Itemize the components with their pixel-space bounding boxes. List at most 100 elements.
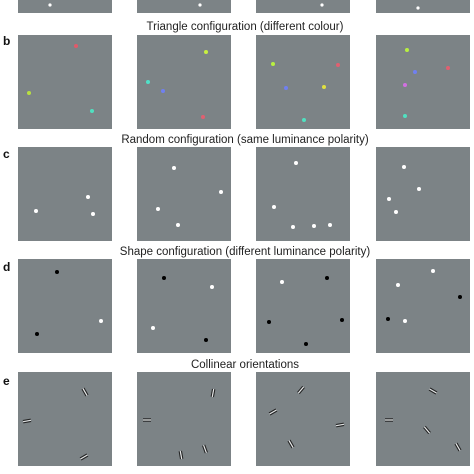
dot [210, 285, 214, 289]
gabor-stripe [455, 443, 461, 451]
gabor-stripe [429, 388, 437, 394]
stimulus-panel [137, 35, 231, 129]
gabor-stripe [428, 389, 437, 395]
gabor-patch [22, 418, 32, 424]
dot [204, 338, 208, 342]
gabor-stripe [204, 444, 208, 453]
gabor-stripe [335, 423, 345, 427]
dot [204, 50, 208, 54]
gabor-stripe [81, 388, 87, 397]
stimulus-panel [137, 372, 231, 466]
section-title: Random configuration (same luminance pol… [121, 134, 369, 146]
panel-letter: d [3, 260, 10, 274]
dot [48, 3, 52, 7]
dot [161, 89, 165, 93]
dot [402, 165, 406, 169]
gabor-stripe [268, 408, 277, 414]
gabor-stripe [289, 439, 295, 448]
dot [291, 225, 295, 229]
dot [156, 207, 160, 211]
gabor-stripe [203, 445, 207, 453]
dot [151, 326, 155, 330]
gabor-patch [335, 422, 345, 428]
dot [405, 48, 409, 52]
gabor-stripe [423, 427, 430, 435]
stimulus-panel [256, 372, 350, 466]
section-title: Triangle configuration (different colour… [147, 21, 344, 33]
dot [325, 276, 329, 280]
dot [403, 83, 407, 87]
gabor-stripe [298, 386, 304, 394]
gabor-stripe [211, 388, 215, 398]
dot [413, 70, 417, 74]
gabor-stripe [83, 387, 89, 396]
stimulus-panel [18, 147, 112, 241]
gabor-stripe [424, 425, 431, 433]
gabor-patch [210, 388, 216, 398]
gabor-stripe [23, 420, 32, 424]
dot [90, 109, 94, 113]
panel-letter: b [3, 34, 10, 48]
stimulus-panel [376, 147, 470, 241]
gabor-patch [454, 442, 462, 452]
dot [55, 270, 59, 274]
dot [284, 86, 288, 90]
stimulus-panel [256, 147, 350, 241]
dot [396, 283, 400, 287]
dot [280, 280, 284, 284]
gabor-stripe [79, 453, 88, 459]
gabor-stripe [269, 410, 278, 416]
stimulus-panel [256, 259, 350, 353]
dot [267, 320, 271, 324]
gabor-stripe [179, 450, 183, 460]
stimulus-panel [18, 372, 112, 466]
gabor-stripe [288, 440, 294, 448]
gabor-stripe [80, 454, 88, 460]
dot [198, 3, 202, 7]
dot [86, 195, 90, 199]
dot [340, 318, 344, 322]
gabor-stripe [178, 451, 182, 460]
section-title: Collinear orientations [191, 359, 299, 371]
gabor-patch [428, 387, 438, 395]
dot [403, 319, 407, 323]
dot [417, 187, 421, 191]
dot [446, 66, 450, 70]
gabor-stripe [212, 389, 216, 398]
gabor-stripe [336, 424, 345, 428]
gabor-stripe [202, 445, 206, 454]
stimulus-panel [18, 259, 112, 353]
dot [431, 269, 435, 273]
dot [34, 209, 38, 213]
dot [219, 190, 223, 194]
dot [271, 62, 275, 66]
gabor-stripe [22, 418, 31, 422]
gabor-stripe [335, 422, 344, 426]
dot [304, 342, 308, 346]
stimulus-panel [137, 259, 231, 353]
panel-letter: c [3, 147, 10, 161]
dot [27, 91, 31, 95]
gabor-patch [385, 418, 393, 422]
dot [146, 80, 150, 84]
stimulus-panel [376, 35, 470, 129]
panel-letter: e [3, 374, 10, 388]
gabor-stripe [297, 385, 304, 393]
dot [322, 85, 326, 89]
dot [302, 118, 306, 122]
section-title: Shape configuration (different luminance… [120, 246, 371, 258]
dot [35, 332, 39, 336]
gabor-stripe [287, 440, 293, 449]
dot [312, 224, 316, 228]
dot [403, 114, 407, 118]
dot [172, 166, 176, 170]
dot [99, 319, 103, 323]
stimulus-panel [376, 0, 470, 13]
gabor-patch [268, 408, 278, 416]
gabor-stripe [456, 442, 462, 451]
gabor-patch [297, 385, 305, 395]
gabor-patch [178, 450, 184, 460]
dot [272, 205, 276, 209]
dot [176, 223, 180, 227]
gabor-stripe [180, 450, 184, 459]
